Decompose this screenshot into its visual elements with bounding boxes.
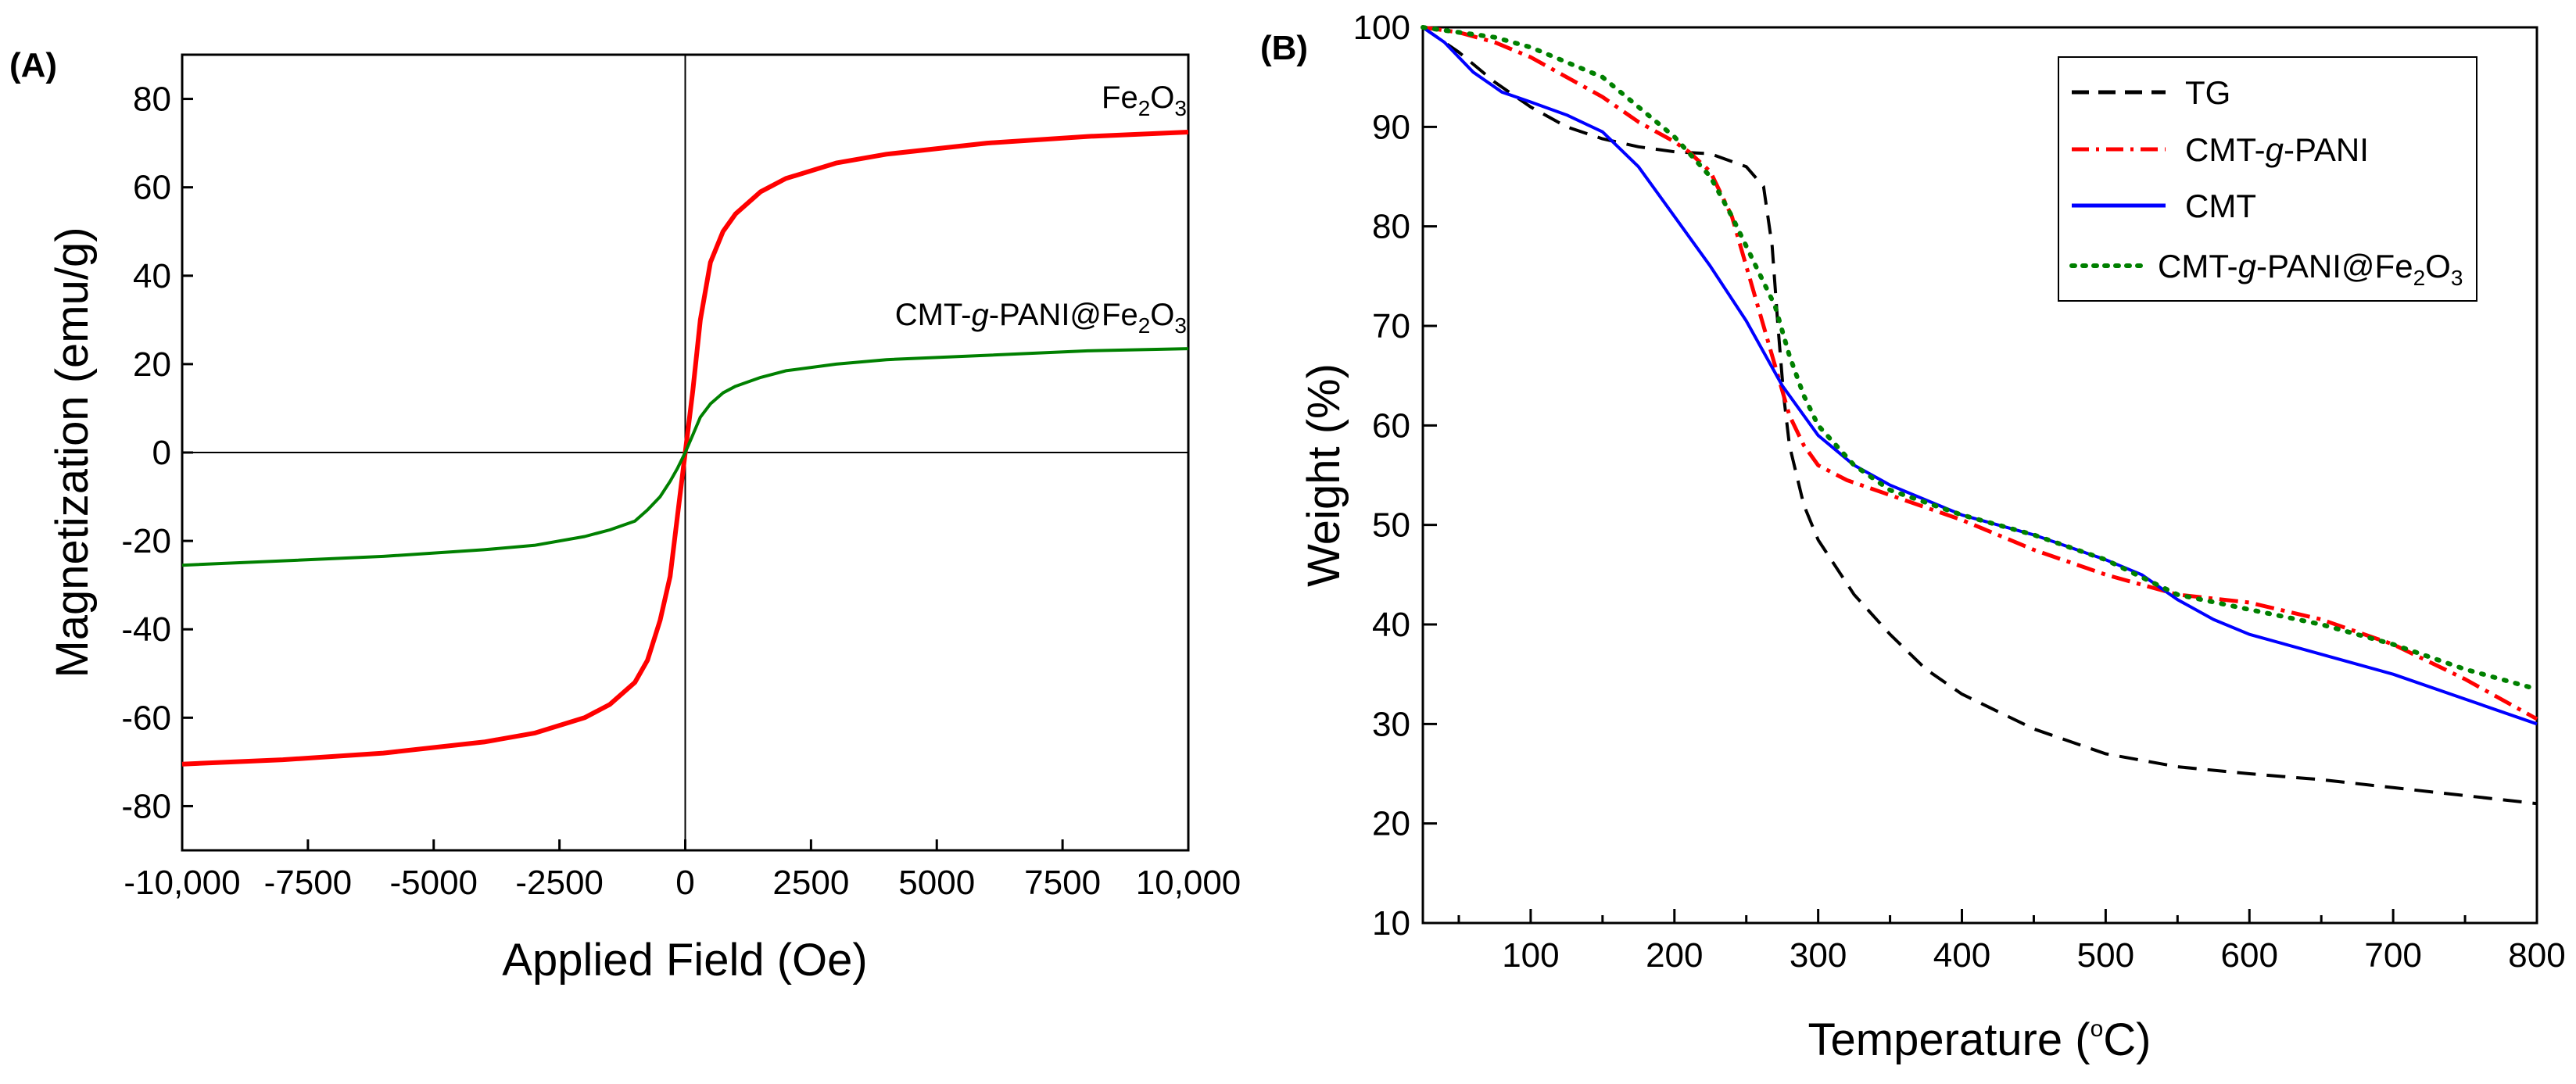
panel-a-x-axis-title: Applied Field (Oe) <box>502 935 867 986</box>
panel-b-y-ticks: 10 20 30 40 50 60 70 80 90 100 <box>1353 9 1437 943</box>
panel-b-label: (B) <box>1260 29 1308 67</box>
panel-a-x-tick-label: 5000 <box>898 864 975 902</box>
panel-b-x-tick-label: 700 <box>2364 936 2421 975</box>
panel-b-series-line-tg <box>1421 26 2538 806</box>
panel-a-series-line-cmt-g-pani-fe2o3 <box>181 347 1189 567</box>
panel-b-y-tick-label: 70 <box>1372 307 1410 345</box>
legend: TG CMT-g-PANI CMT CMT-g-PANI@Fe2O3 <box>2058 56 2477 302</box>
panel-b-y-tick-label: 60 <box>1372 406 1410 445</box>
panel-a-x-tick-label: -10,000 <box>124 864 240 902</box>
panel-a-x-tick-label: -7500 <box>264 864 353 902</box>
panel-b-x-tick-label: 300 <box>1790 936 1847 975</box>
panel-b-x-tick-label: 400 <box>1933 936 1990 975</box>
panel-a-x-tick-label: -2500 <box>515 864 604 902</box>
panel-a-x-ticks: -10,000 -7500 -5000 -2500 0 2500 5000 7500 10,00… <box>124 839 1241 902</box>
panel-b-y-tick-label: 30 <box>1372 705 1410 743</box>
panel-a-x-tick-label: -5000 <box>389 864 478 902</box>
panel-b-x-tick-label: 800 <box>2508 936 2565 975</box>
panel-b-series <box>1421 25 2539 806</box>
panel-b-x-tick-label: 600 <box>2221 936 2278 975</box>
panel-a: (A) -10,000 -7500 -5000 -2500 0 2500 5000 7500 1… <box>9 46 1241 986</box>
panel-a-y-tick-label: -80 <box>121 787 171 825</box>
legend-box <box>2058 56 2477 302</box>
panel-b-y-tick-label: 40 <box>1372 606 1410 644</box>
panel-a-x-tick-label: 10,000 <box>1136 864 1241 902</box>
fe2o3-curve-label: Fe2O3 <box>1102 80 1187 120</box>
panel-b-y-axis-title: Weight (%) <box>1299 363 1349 587</box>
panel-a-y-tick-label: 60 <box>133 169 171 207</box>
panel-b-series-line-cmt-g-pani <box>1422 25 2538 721</box>
panel-a-x-tick-label: 2500 <box>772 864 849 902</box>
panel-b-y-tick-label: 80 <box>1372 208 1410 246</box>
panel-a-y-tick-label: 0 <box>152 434 171 472</box>
panel-b-series-line-cmt-g-pani-fe2o3 <box>1421 25 2539 692</box>
panel-a-y-tick-label: 20 <box>133 345 171 384</box>
panel-b-y-tick-label: 90 <box>1372 108 1410 146</box>
panel-b-y-tick-label: 50 <box>1372 506 1410 545</box>
panel-a-y-tick-label: -60 <box>121 699 171 737</box>
panel-a-label: (A) <box>9 46 57 84</box>
legend-label-tg: TG <box>2185 74 2230 111</box>
panel-b-y-tick-label: 100 <box>1353 9 1410 47</box>
panel-b-x-axis-title: Temperature (oC) <box>1808 1014 2151 1065</box>
legend-label-cmt: CMT <box>2185 188 2256 224</box>
legend-label-cmt-g-pani: CMT-g-PANI <box>2185 131 2369 168</box>
panel-a-series <box>181 130 1189 767</box>
legend-label-composite: CMT-g-PANI@Fe2O3 <box>2158 248 2463 290</box>
panel-a-y-axis-title: Magnetization (emu/g) <box>47 227 98 678</box>
panel-b-y-tick-label: 20 <box>1372 805 1410 843</box>
panel-a-y-tick-label: -40 <box>121 610 171 649</box>
panel-b-x-tick-label: 200 <box>1646 936 1703 975</box>
panel-a-y-tick-label: 40 <box>133 257 171 295</box>
panel-b-y-tick-label: 10 <box>1372 904 1410 943</box>
panel-b-x-ticks: 100 200 300 400 500 600 700 800 <box>1457 909 2566 975</box>
panel-b-x-tick-label: 100 <box>1502 936 1559 975</box>
panel-b-x-tick-label: 500 <box>2077 936 2134 975</box>
panel-b-series-line-cmt <box>1421 26 2538 726</box>
panel-b-plot-frame <box>1421 26 2538 925</box>
panel-a-y-tick-label: -20 <box>121 522 171 560</box>
panel-b: (B) 100 200 300 400 500 600 700 800 10 20 30 40 50 6… <box>1260 9 2566 1065</box>
composite-curve-label: CMT-g-PANI@Fe2O3 <box>895 298 1187 338</box>
panel-a-y-tick-label: 80 <box>133 80 171 119</box>
panel-a-y-ticks: -80 -60 -40 -20 0 20 40 60 80 <box>121 80 193 825</box>
panel-a-x-tick-label: 0 <box>675 864 694 902</box>
panel-a-x-tick-label: 7500 <box>1024 864 1101 902</box>
